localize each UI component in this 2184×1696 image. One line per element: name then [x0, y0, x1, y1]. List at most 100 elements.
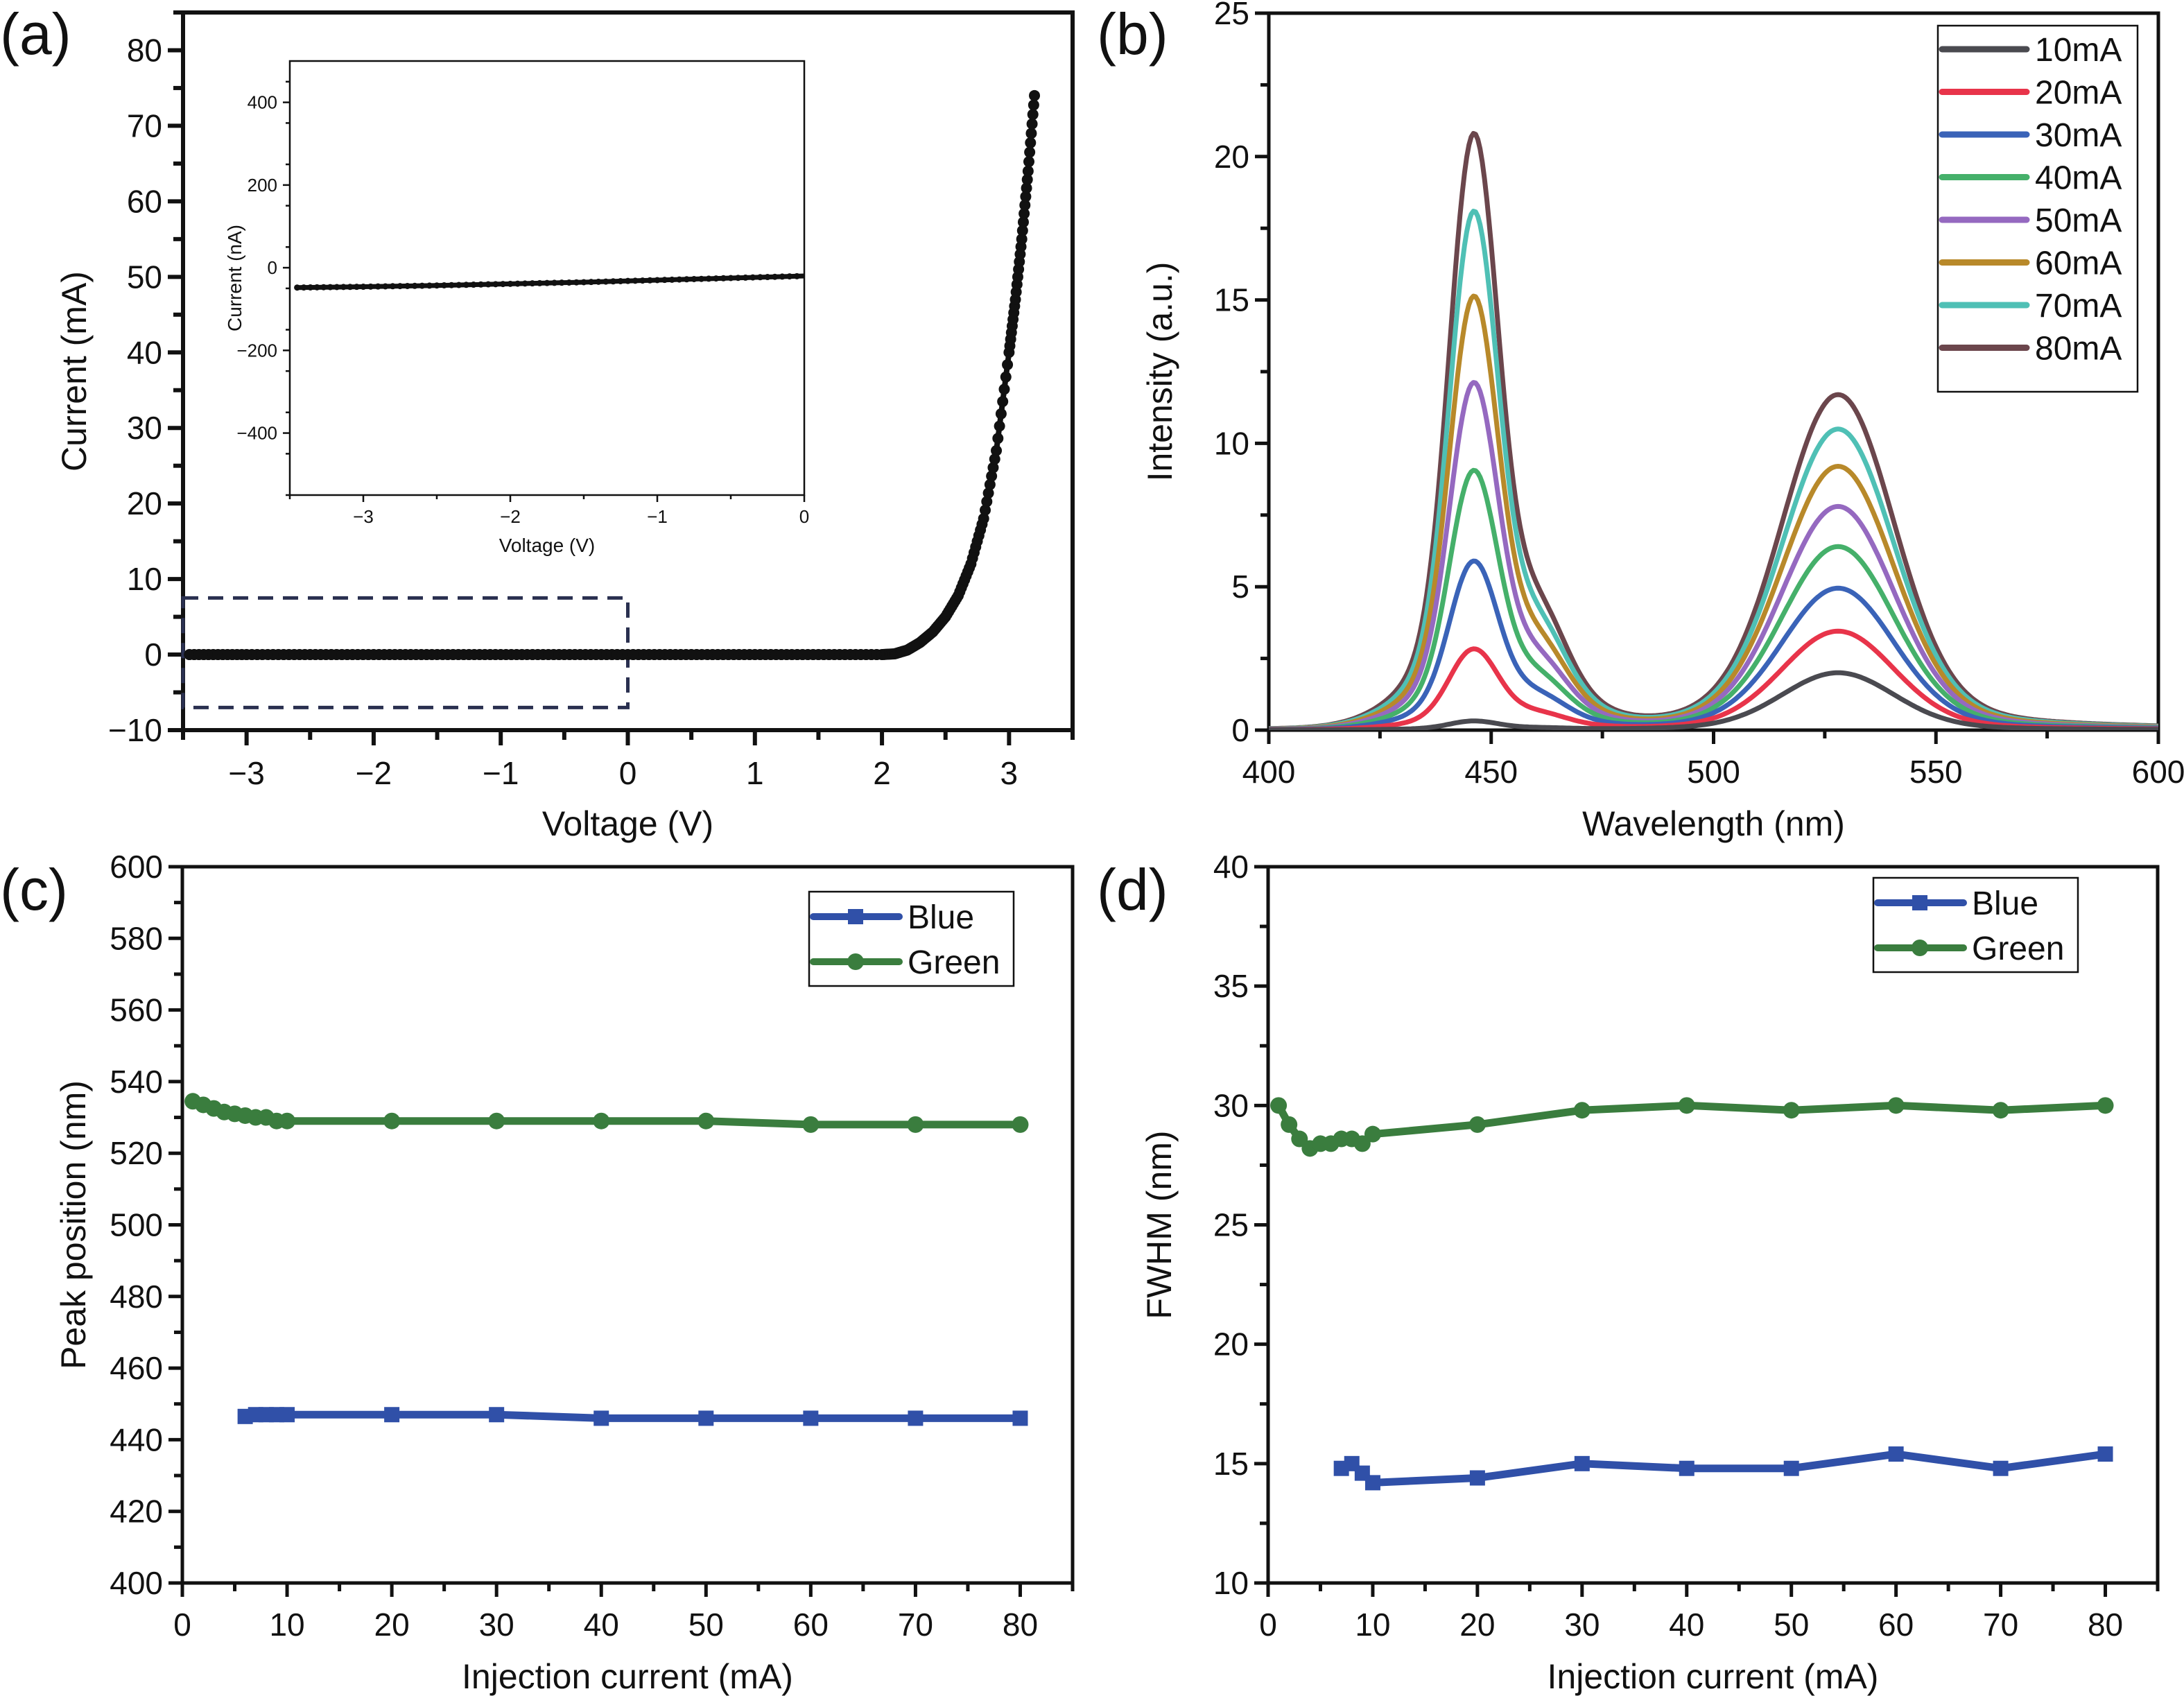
inset-data-point [573, 279, 580, 286]
inset-data-point [485, 281, 492, 288]
x-tick-label: −3 [228, 755, 264, 791]
blue-data-point [2097, 1446, 2113, 1462]
iv-data-point [995, 408, 1007, 419]
iv-data-point [982, 487, 994, 499]
panel-label: (c) [0, 857, 68, 922]
blue-series-line [1340, 1450, 2106, 1487]
green-data-point [1573, 1102, 1591, 1119]
inset-data-point [683, 276, 690, 283]
spectrum-line-10mA [1269, 670, 2158, 730]
blue-data-point [489, 1407, 505, 1423]
inset-data-point [307, 284, 314, 291]
iv-data-point [991, 444, 1003, 456]
iv-data-point [1021, 174, 1033, 186]
y-tick-label: 70 [127, 107, 162, 144]
inset-data-point [544, 279, 551, 286]
x-axis-title: Injection current (mA) [462, 1657, 793, 1696]
y-tick-label: 420 [110, 1494, 163, 1530]
y-tick-label: 200 [248, 175, 277, 196]
inset-data-point [668, 276, 675, 283]
x-tick-label: 60 [793, 1607, 829, 1643]
legend-marker [1912, 940, 1928, 956]
iv-data-point [1000, 371, 1012, 383]
y-axis-title: Current (nA) [224, 225, 245, 331]
y-tick-label: 0 [268, 257, 277, 278]
green-data-point [802, 1116, 820, 1133]
y-tick-label: 15 [1213, 1446, 1249, 1482]
iv-data-point [1002, 358, 1014, 370]
x-tick-label: 70 [1983, 1607, 2018, 1643]
y-tick-label: 540 [110, 1064, 163, 1100]
inset-data-point [698, 275, 705, 282]
inset-data-point [639, 277, 646, 284]
green-data-point [1270, 1097, 1288, 1114]
y-tick-label: 400 [110, 1565, 163, 1601]
iv-data-point [1026, 118, 1038, 130]
x-tick-label: 40 [1669, 1607, 1704, 1643]
y-tick-label: 500 [110, 1207, 163, 1243]
inset-data-point [389, 283, 396, 290]
inset-data-point [646, 277, 653, 284]
legend-box [1936, 24, 2139, 393]
green-data-point [1783, 1102, 1800, 1119]
inset-data-point [353, 284, 360, 291]
iv-data-point [989, 453, 1000, 465]
inset-data-point [507, 280, 514, 287]
x-tick-label: 20 [1459, 1607, 1495, 1643]
y-tick-label: 10 [1213, 1565, 1249, 1601]
blue-data-point [1888, 1446, 1904, 1462]
y-tick-label: 520 [110, 1135, 163, 1171]
legend: 10mA 20mA 30mA 40mA 50mA 60mA 70mA 80mA [1936, 24, 2139, 393]
inset-data-point [320, 284, 327, 291]
x-tick-label: 2 [873, 755, 891, 791]
iv-data-point [1029, 89, 1041, 101]
inset-data-point [632, 277, 639, 284]
inset-data-point [595, 278, 602, 285]
legend-label: Green [1972, 931, 2064, 967]
blue-data-point [279, 1407, 295, 1423]
x-tick-label: 10 [269, 1607, 304, 1643]
inset-data-point [367, 283, 374, 290]
green-data-point [1678, 1097, 1695, 1114]
y-tick-label: 460 [110, 1350, 163, 1386]
x-tick-label: 500 [1687, 754, 1740, 790]
blue-series-line [244, 1410, 1021, 1422]
legend-label: 60mA [2035, 245, 2122, 282]
iv-data-point [1016, 225, 1028, 236]
x-axis-title: Injection current (mA) [1548, 1657, 1879, 1696]
inset-data-point [433, 282, 440, 289]
inset-data-point [756, 274, 763, 281]
x-tick-label: 20 [374, 1607, 410, 1643]
inset-data-point [411, 282, 418, 289]
iv-data-point [978, 512, 989, 524]
y-axis-title: Peak position (nm) [54, 1080, 93, 1369]
iv-data-point [1025, 128, 1037, 139]
x-axis-title: Wavelength (nm) [1582, 804, 1845, 843]
plot-frame [1266, 865, 2160, 1585]
x-tick-label: 80 [2088, 1607, 2123, 1643]
panel-a: (a)−3 −2 −1 0 1 2 3−1001020304050607080Voltage… [0, 1, 1075, 843]
inset-data-point [691, 275, 697, 282]
x-tick-label: −2 [356, 755, 392, 791]
inset-data-point [609, 278, 616, 285]
x-tick-label: 550 [1909, 754, 1963, 790]
inset-data-point [313, 284, 320, 291]
green-data-point [1012, 1116, 1029, 1133]
legend-label: Blue [1972, 885, 2038, 922]
iv-data-point [997, 396, 1009, 408]
y-tick-label: 20 [1213, 1326, 1249, 1362]
inset-data-point [720, 275, 727, 282]
x-tick-label: 70 [898, 1607, 933, 1643]
y-tick-label: 40 [1213, 849, 1249, 885]
y-tick-label: 400 [248, 92, 277, 113]
inset-data-point [456, 282, 462, 288]
x-axis-title: Voltage (V) [542, 804, 713, 843]
blue-data-point [1783, 1460, 1799, 1476]
inset-data-point [786, 273, 793, 280]
blue-data-point [1574, 1455, 1590, 1471]
legend-label: 70mA [2035, 288, 2122, 325]
iv-data-point [1019, 199, 1031, 211]
inset-data-point [514, 280, 521, 287]
inset-data-point [462, 282, 469, 288]
iv-data-point [1027, 109, 1039, 121]
